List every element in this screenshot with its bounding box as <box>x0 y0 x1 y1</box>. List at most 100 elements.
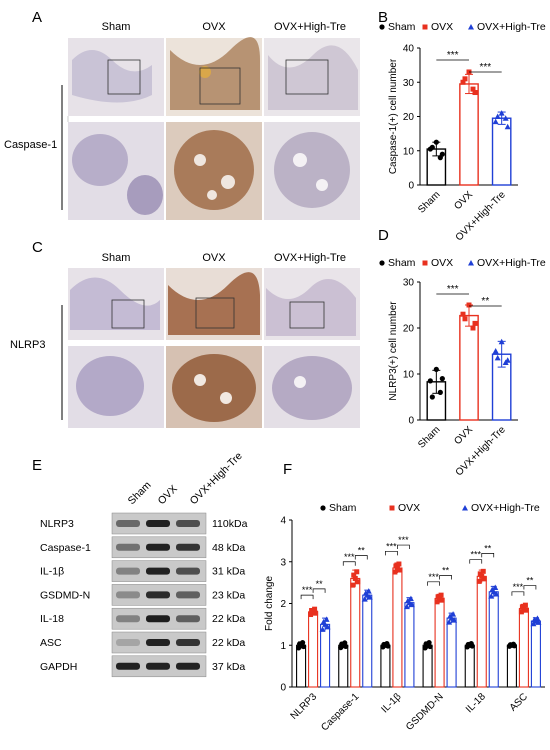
x-tick-label: Caspase-1 <box>319 691 361 733</box>
blot-band <box>176 567 200 575</box>
histo-a-col-high: OVX+High-Tre <box>274 21 346 33</box>
data-point <box>354 569 360 575</box>
histo-c-ovx-high <box>166 346 262 428</box>
legend-label-1: OVX <box>431 21 453 33</box>
data-point <box>450 611 457 617</box>
data-point <box>480 568 486 574</box>
y-tick-label: 0 <box>408 181 414 192</box>
histo-a-high-high <box>264 122 360 220</box>
data-point <box>510 641 517 647</box>
panel-label-c: C <box>32 239 43 256</box>
sig-bracket <box>385 550 398 556</box>
blot-size-label: 23 kDa <box>212 589 245 601</box>
legend-marker-1 <box>389 505 395 511</box>
blot-size-label: 48 kDa <box>212 542 245 554</box>
sig-bracket <box>397 544 410 550</box>
y-tick-label: 10 <box>403 370 415 381</box>
data-point <box>504 123 511 130</box>
chart-b: Sham OVX OVX+High-Tre 0 10 20 30 40 Caspase-1(+)… <box>379 21 546 243</box>
histo-a-sham-low <box>68 38 164 116</box>
blot-band <box>146 615 170 623</box>
panel-label-f: F <box>283 461 292 478</box>
data-point <box>319 626 326 632</box>
data-point <box>492 584 499 590</box>
bar-0-4 <box>464 644 475 688</box>
data-point <box>429 394 435 400</box>
bar-2-2 <box>404 602 415 688</box>
blot-band <box>176 591 200 599</box>
data-point <box>470 86 476 92</box>
sig-bracket <box>481 553 495 558</box>
legend-marker-1 <box>422 24 428 30</box>
blot-band <box>146 543 170 551</box>
bar-1-3 <box>434 597 445 688</box>
histo-a-ovx-low <box>166 37 262 116</box>
x-tick-label: OVX <box>452 424 475 447</box>
western-blot: Sham OVX OVX+High-Tre NLRP3 110kDa Caspase-1 4… <box>40 450 248 678</box>
y-axis-label: Caspase-1(+) cell number <box>388 58 399 174</box>
sig-bracket <box>342 561 356 566</box>
data-point <box>476 578 482 584</box>
blot-protein-label: IL-18 <box>40 613 64 625</box>
data-point <box>404 597 411 604</box>
y-tick-label: 30 <box>403 278 415 289</box>
bar-1-0 <box>308 611 319 688</box>
blot-band <box>176 639 200 646</box>
data-point <box>352 575 358 581</box>
data-point <box>488 593 495 599</box>
bar-1-4 <box>476 575 487 688</box>
data-point <box>320 618 327 625</box>
bar-0-3 <box>422 644 433 688</box>
data-point <box>439 376 445 382</box>
blot-band <box>146 520 170 527</box>
data-point <box>429 144 435 150</box>
data-point <box>312 606 318 612</box>
data-point <box>468 640 474 647</box>
data-point <box>350 582 356 588</box>
y-tick-label: 40 <box>403 44 415 55</box>
data-point <box>427 378 433 384</box>
data-point <box>472 320 478 326</box>
histo-c-sham-high <box>68 346 164 428</box>
sig-label: *** <box>447 50 459 61</box>
y-tick-label: 0 <box>408 416 414 427</box>
data-point <box>489 586 496 593</box>
blot-band <box>146 639 170 646</box>
data-point <box>309 608 315 614</box>
blot-size-label: 110kDa <box>212 518 248 530</box>
sig-bracket <box>312 588 326 593</box>
sig-label: ** <box>358 545 366 555</box>
histo-c-col-ovx: OVX <box>202 252 226 264</box>
blot-band <box>176 543 200 551</box>
data-point <box>393 563 399 569</box>
sig-label: *** <box>386 541 397 551</box>
data-point <box>384 640 390 647</box>
sig-label: *** <box>302 585 313 595</box>
bar-2-5 <box>530 620 541 688</box>
bar-1 <box>459 83 479 186</box>
x-tick-label: IL-1β <box>380 691 404 715</box>
data-point <box>351 572 357 578</box>
x-tick-label: ASC <box>508 691 530 713</box>
blot-protein-label: Caspase-1 <box>40 542 91 554</box>
sig-label: ** <box>481 296 489 307</box>
sig-label: *** <box>398 535 409 545</box>
legend-marker-2 <box>468 260 474 266</box>
histo-c-row-label: NLRP3 <box>10 339 45 351</box>
x-tick-label: OVX <box>452 189 475 212</box>
blot-protein-label: GAPDH <box>40 661 77 673</box>
x-tick-label: GSDMD-N <box>404 691 446 733</box>
legend-label-1: OVX <box>431 257 453 269</box>
y-axis-label: Fold change <box>264 576 275 631</box>
legend-label-2: OVX+High-Tre <box>471 502 540 514</box>
data-point <box>462 76 468 82</box>
legend-label-2: OVX+High-Tre <box>477 257 546 269</box>
bar-0-2 <box>380 644 391 688</box>
sig-bracket <box>469 559 483 564</box>
blot-band <box>176 615 200 623</box>
blot-protein-label: ASC <box>40 637 62 649</box>
data-point <box>492 118 499 125</box>
data-point <box>365 588 372 594</box>
histo-c-col-sham: Sham <box>102 252 131 264</box>
